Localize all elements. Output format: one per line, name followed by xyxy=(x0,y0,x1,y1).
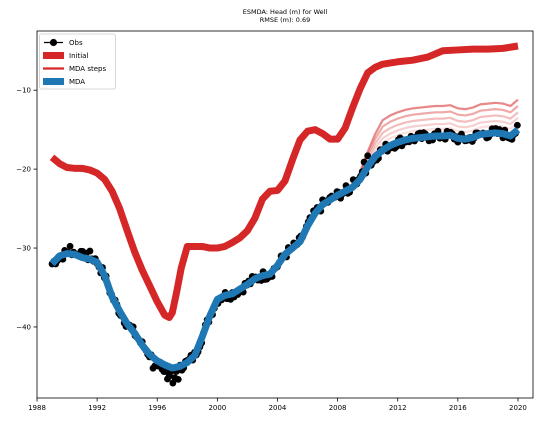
legend-obs-marker xyxy=(49,38,58,47)
axes-frame xyxy=(36,30,534,399)
legend-label-obs: Obs xyxy=(69,39,83,47)
legend-label-initial: Initial xyxy=(69,52,88,60)
obs-point xyxy=(513,121,521,129)
obs-point xyxy=(364,152,372,160)
plot-area xyxy=(48,42,521,387)
x-tick-label: 2000 xyxy=(208,404,226,412)
x-tick-label: 1988 xyxy=(28,404,46,412)
y-tick-label: −30 xyxy=(16,245,31,253)
x-tick-label: 2020 xyxy=(509,404,527,412)
x-tick-label: 2012 xyxy=(389,404,407,412)
y-tick-label: −40 xyxy=(16,323,31,331)
series-mda-step-line xyxy=(51,105,519,368)
x-axis: 1988 1992 1996 2000 2004 2008 2012 2016 2020 xyxy=(28,398,527,412)
legend-label-mda-steps: MDA steps xyxy=(69,65,106,73)
y-axis: −40 −30 −20 −10 xyxy=(16,87,37,331)
series-obs-line xyxy=(51,129,519,369)
series-mda-line xyxy=(49,126,521,372)
series-mda-step-line xyxy=(51,116,519,368)
obs-point xyxy=(86,247,94,255)
y-tick-label: −10 xyxy=(16,87,31,95)
obs-point xyxy=(169,379,177,387)
chart-title: ESMDA: Head (m) for Well xyxy=(243,8,328,16)
obs-point xyxy=(66,242,74,250)
series-mda-step-line xyxy=(51,111,519,372)
y-tick-label: −20 xyxy=(16,166,31,174)
legend: Obs Initial MDA steps MDA xyxy=(39,33,116,90)
x-tick-label: 2008 xyxy=(329,404,347,412)
legend-frame xyxy=(39,33,116,90)
x-tick-label: 1996 xyxy=(148,404,166,412)
x-tick-label: 2004 xyxy=(269,404,287,412)
x-tick-label: 1992 xyxy=(88,404,106,412)
legend-label-mda: MDA xyxy=(69,78,85,86)
x-tick-label: 2016 xyxy=(449,404,467,412)
series-mda-step-line xyxy=(51,121,519,372)
chart-subtitle: RMSE (m): 0.69 xyxy=(260,16,311,24)
series-initial-line xyxy=(49,42,519,321)
obs-point xyxy=(174,375,182,383)
